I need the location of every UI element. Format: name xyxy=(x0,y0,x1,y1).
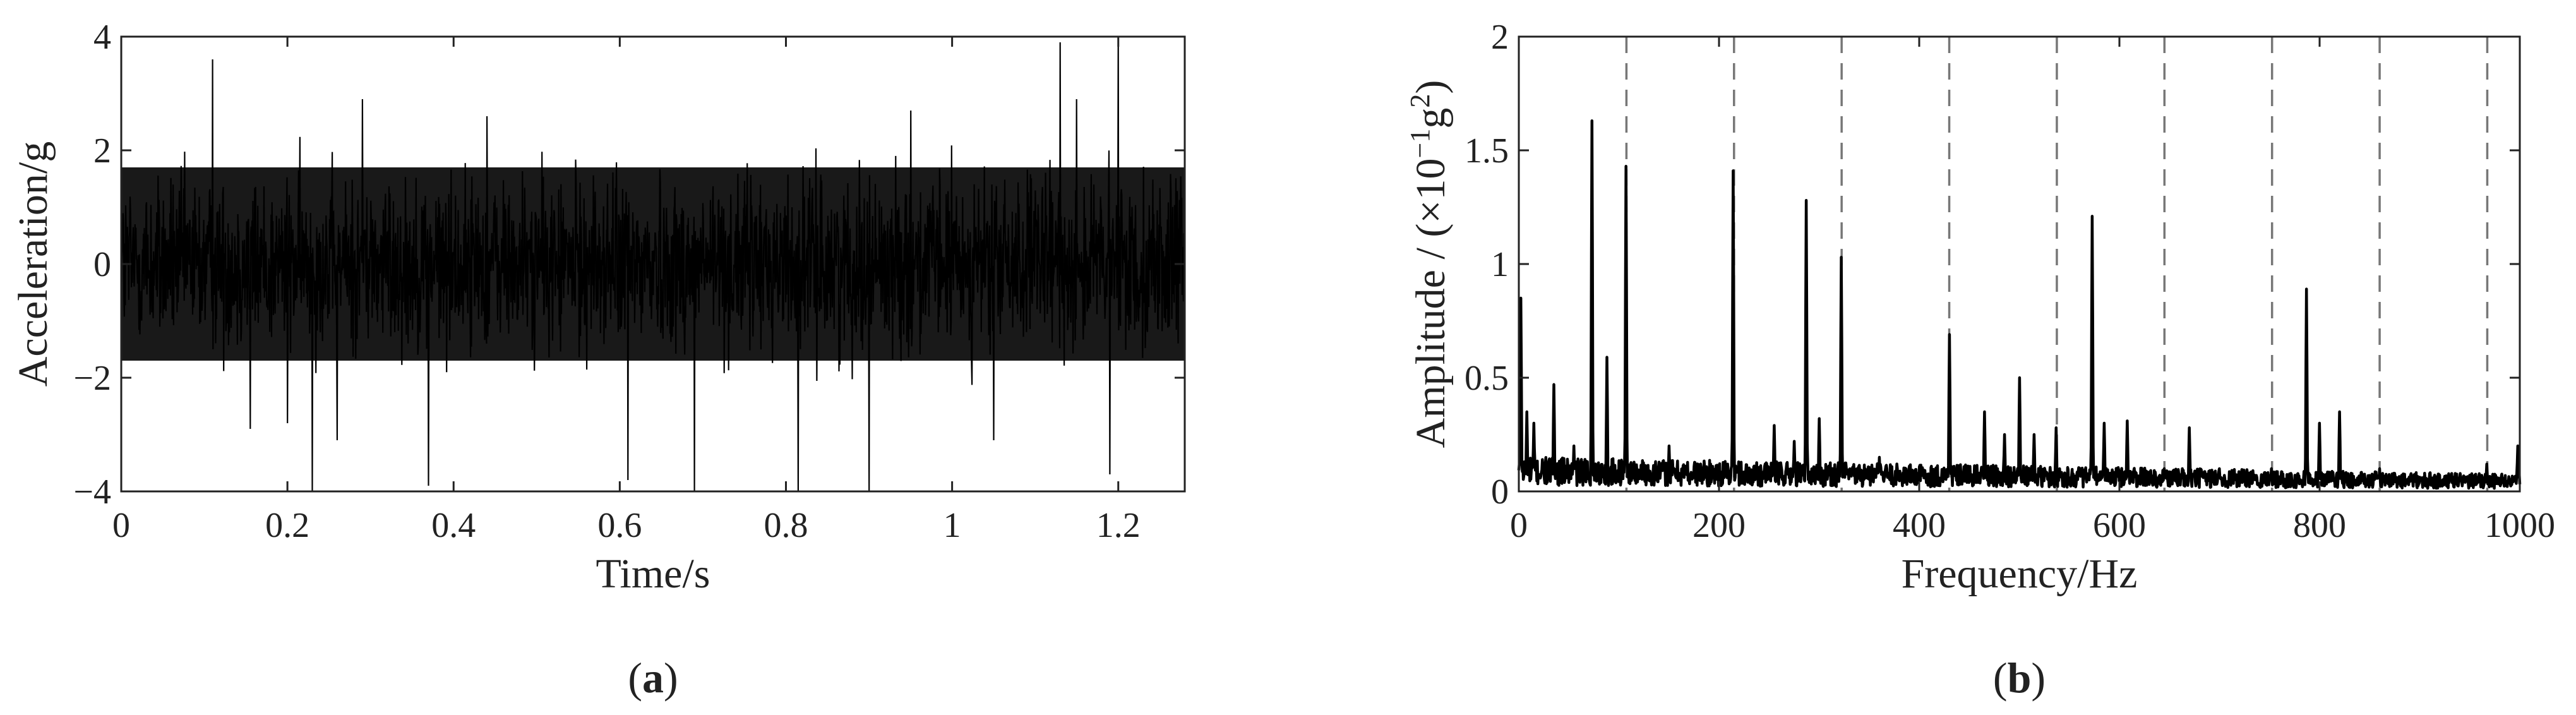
a-xtick-label-4: 0.8 xyxy=(764,506,808,545)
panel-a-signal-core xyxy=(121,167,1185,361)
panel-a-time-signal: 0 0.2 0.4 0.6 0.8 1 1.2 −4 −2 0 2 4 Time/s Accelera… xyxy=(10,18,1186,702)
panel-a-x-axis-label: Time/s xyxy=(596,551,710,597)
panel-b-y-label-main: Amplitude / (×10 xyxy=(1408,158,1454,448)
b-ytick-label-2: 1 xyxy=(1491,245,1509,284)
a-xtick-label-6: 1.2 xyxy=(1096,506,1141,545)
panel-b-plot-area xyxy=(1517,119,2522,490)
panel-b-y-label-exponent: −1 xyxy=(1405,129,1435,159)
panel-b-ticks: 0 200 400 600 800 1000 0 0.5 1 1.5 2 xyxy=(1465,18,2555,545)
b-xtick-label-1: 200 xyxy=(1692,506,1746,545)
panel-b-y-axis-label: Amplitude / (×10−1g2) xyxy=(1405,80,1454,448)
a-ytick-label-0: −4 xyxy=(73,472,111,512)
a-ytick-label-4: 4 xyxy=(93,18,111,57)
a-xtick-label-0: 0 xyxy=(112,506,130,545)
a-ytick-label-1: −2 xyxy=(73,359,111,398)
a-xtick-label-5: 1 xyxy=(944,506,961,545)
panel-a-label-close: ) xyxy=(664,654,678,702)
panel-b-x-axis-label: Frequency/Hz xyxy=(1902,551,2138,597)
a-ytick-label-2: 0 xyxy=(93,245,111,284)
b-ytick-label-3: 1.5 xyxy=(1465,131,1509,171)
panel-a-label-letter: a xyxy=(642,654,664,702)
panel-a-plot-area xyxy=(120,36,1186,492)
panel-a-y-axis-label: Acceleration/g xyxy=(10,141,56,387)
panel-b-y-label-close: ) xyxy=(1408,80,1454,94)
panel-a-label: (a) xyxy=(628,654,678,702)
b-ytick-label-1: 0.5 xyxy=(1465,359,1509,398)
panel-b-label-close: ) xyxy=(2031,654,2046,702)
a-xtick-label-3: 0.6 xyxy=(597,506,642,545)
b-ytick-label-0: 0 xyxy=(1491,472,1509,512)
panel-b-reference-lines xyxy=(1625,37,2489,491)
panel-b-spectrum-line xyxy=(1517,119,2522,490)
b-xtick-label-2: 400 xyxy=(1893,506,1946,545)
b-xtick-label-5: 1000 xyxy=(2484,506,2555,545)
a-xtick-label-2: 0.4 xyxy=(431,506,476,545)
b-ytick-label-4: 2 xyxy=(1491,18,1509,57)
b-xtick-label-3: 600 xyxy=(2093,506,2146,545)
panel-a-ticks: 0 0.2 0.4 0.6 0.8 1 1.2 −4 −2 0 2 4 xyxy=(73,18,1185,545)
b-xtick-label-4: 800 xyxy=(2293,506,2346,545)
a-ytick-label-3: 2 xyxy=(93,131,111,171)
a-xtick-label-1: 0.2 xyxy=(265,506,309,545)
panel-a-label-open: ( xyxy=(628,654,642,702)
b-xtick-label-0: 0 xyxy=(1510,506,1528,545)
panel-b-label-open: ( xyxy=(1993,654,2008,702)
panel-b-y-label-unit: g xyxy=(1408,108,1454,129)
panel-b-label-letter: b xyxy=(2008,654,2032,702)
panel-b-y-label-unit-exponent: 2 xyxy=(1405,94,1435,108)
panel-b-label: (b) xyxy=(1993,654,2046,702)
